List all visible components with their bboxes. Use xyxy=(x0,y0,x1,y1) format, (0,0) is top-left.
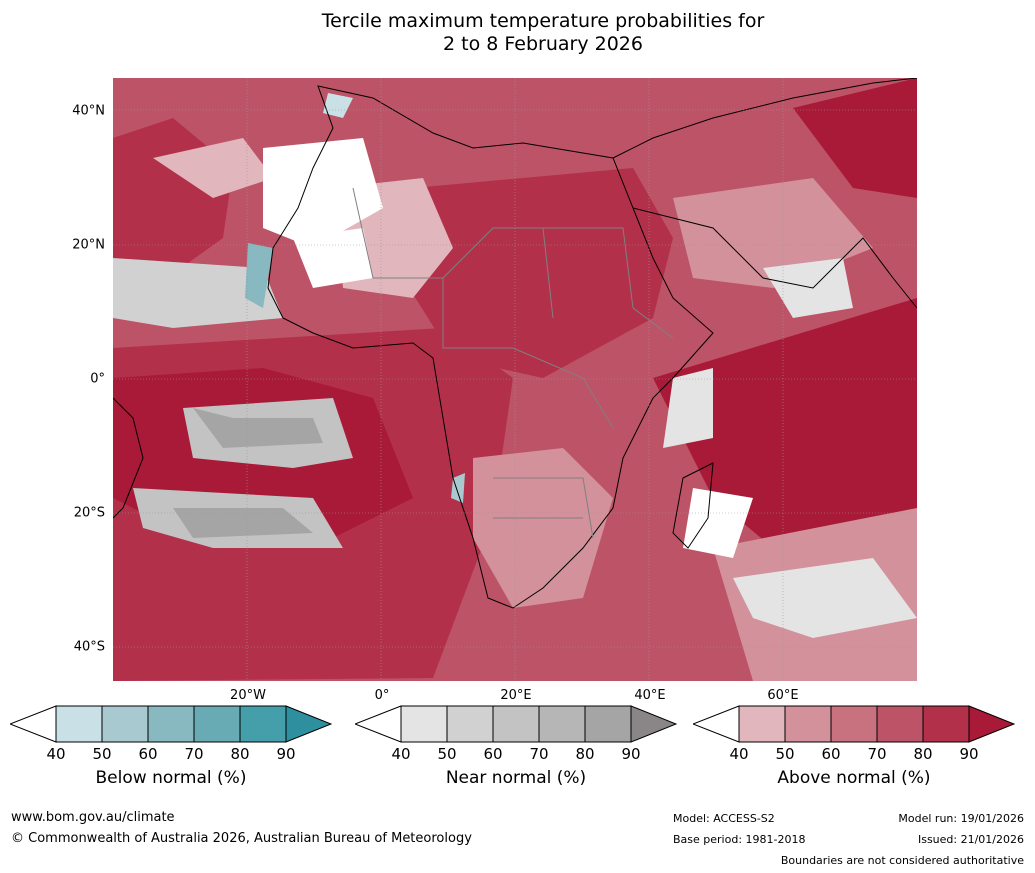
colorbar-tick: 60 xyxy=(138,745,158,763)
eurasia-coastline xyxy=(612,77,918,159)
colorbar-swatch xyxy=(584,705,632,743)
area-no-signal xyxy=(263,138,383,248)
colorbar-tick: 90 xyxy=(959,745,979,763)
lat-label: 20°S xyxy=(73,505,105,521)
copyright-text: © Commonwealth of Australia 2026, Austra… xyxy=(11,831,472,846)
colorbar-near-normal xyxy=(355,705,677,743)
probability-map xyxy=(112,77,918,681)
model-run-text: Model run: 19/01/2026 xyxy=(898,812,1024,825)
colorbar-swatch xyxy=(492,705,540,743)
colorbar-swatch xyxy=(101,705,149,743)
colorbar-swatch xyxy=(285,705,332,743)
colorbar-swatch xyxy=(239,705,287,743)
colorbar-tick: 70 xyxy=(867,745,887,763)
area-near-normal xyxy=(763,258,853,318)
colorbar-swatch xyxy=(922,705,970,743)
madagascar-coastline xyxy=(672,462,714,549)
area-weak-above xyxy=(153,138,273,198)
lon-label: 60°E xyxy=(767,688,799,703)
legend-below-normal: 40 50 60 70 80 90 Below normal (%) xyxy=(10,705,332,788)
colorbar-tick: 80 xyxy=(575,745,595,763)
colorbar-tick: 40 xyxy=(729,745,749,763)
colorbar-swatch xyxy=(876,705,924,743)
legend-title: Near normal (%) xyxy=(445,768,587,788)
area-near-normal xyxy=(173,508,313,538)
colorbar-tick: 50 xyxy=(92,745,112,763)
area-strong-above xyxy=(653,298,917,548)
arabia-coastline xyxy=(632,207,918,309)
area-near-normal xyxy=(113,258,283,328)
colorbar-swatch xyxy=(784,705,832,743)
base-period-text: Base period: 1981-2018 xyxy=(673,833,806,846)
lat-label: 40°N xyxy=(72,103,105,119)
lon-label: 20°W xyxy=(230,688,266,703)
colorbar-swatch xyxy=(830,705,878,743)
legend-title: Below normal (%) xyxy=(95,768,247,788)
colorbar-tick: 50 xyxy=(775,745,795,763)
colorbar-tick: 40 xyxy=(391,745,411,763)
area-no-signal xyxy=(293,228,373,288)
area-near-normal xyxy=(733,558,917,638)
colorbar-tick: 90 xyxy=(621,745,641,763)
disclaimer-text: Boundaries are not considered authoritat… xyxy=(780,854,1024,867)
africa-coastline xyxy=(267,85,714,609)
colorbar-swatch xyxy=(193,705,241,743)
website-link[interactable]: www.bom.gov.au/climate xyxy=(11,810,175,825)
area-no-signal xyxy=(683,488,753,558)
colorbar-swatch xyxy=(446,705,494,743)
legend-above-normal: 40 50 60 70 80 90 Above normal (%) xyxy=(693,705,1015,788)
colorbar-above-normal xyxy=(693,705,1015,743)
area-strong-above xyxy=(403,168,673,378)
area-near-normal xyxy=(663,368,713,448)
country-boundaries xyxy=(352,187,674,539)
lon-label: 0° xyxy=(374,688,390,703)
area-near-normal xyxy=(193,408,323,448)
colorbar-tick: 80 xyxy=(913,745,933,763)
south-america-coastline xyxy=(112,397,144,519)
colorbar-swatch xyxy=(968,705,1015,743)
lat-label: 20°N xyxy=(72,237,105,253)
colorbar-swatch xyxy=(630,705,677,743)
colorbar-swatch xyxy=(147,705,195,743)
colorbar-tick: 60 xyxy=(483,745,503,763)
colorbar-swatch xyxy=(55,705,103,743)
area-below-normal xyxy=(245,243,273,308)
colorbar-tick: 70 xyxy=(184,745,204,763)
lat-label: 40°S xyxy=(73,639,105,655)
map-title: Tercile maximum temperature probabilitie… xyxy=(321,10,765,55)
lat-label: 0° xyxy=(90,371,105,387)
colorbar-tick: 80 xyxy=(230,745,250,763)
area-below-normal xyxy=(451,473,465,503)
lon-label: 20°E xyxy=(500,688,532,703)
colorbar-swatch xyxy=(400,705,448,743)
colorbar-tick: 50 xyxy=(437,745,457,763)
colorbar-tick: 90 xyxy=(276,745,296,763)
lon-label: 40°E xyxy=(634,688,666,703)
map-canvas xyxy=(112,77,918,681)
colorbar-swatch xyxy=(538,705,586,743)
colorbar-tick: 70 xyxy=(529,745,549,763)
colorbar-tick: 40 xyxy=(46,745,66,763)
area-strong-above xyxy=(793,78,917,198)
colorbar-tick: 60 xyxy=(821,745,841,763)
colorbar-below-normal xyxy=(10,705,332,743)
issued-text: Issued: 21/01/2026 xyxy=(917,833,1024,846)
legend-title: Above normal (%) xyxy=(777,768,931,788)
graticule xyxy=(113,78,917,681)
area-below-normal xyxy=(323,93,353,118)
colorbar-swatch xyxy=(738,705,786,743)
legend-near-normal: 40 50 60 70 80 90 Near normal (%) xyxy=(355,705,677,788)
model-text: Model: ACCESS-S2 xyxy=(673,812,775,825)
area-weak-above xyxy=(473,448,613,608)
